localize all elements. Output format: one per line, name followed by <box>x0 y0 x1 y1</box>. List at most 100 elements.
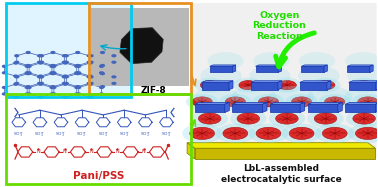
Polygon shape <box>345 102 378 104</box>
Polygon shape <box>187 143 195 159</box>
Circle shape <box>62 76 66 78</box>
Polygon shape <box>300 102 305 112</box>
Polygon shape <box>338 102 342 112</box>
Circle shape <box>26 52 30 53</box>
Text: Pani/PSS: Pani/PSS <box>73 171 124 181</box>
Circle shape <box>348 124 378 143</box>
Circle shape <box>316 81 335 90</box>
Circle shape <box>101 52 104 53</box>
Circle shape <box>89 61 93 63</box>
Polygon shape <box>232 102 267 104</box>
Circle shape <box>14 83 18 85</box>
Circle shape <box>249 66 291 86</box>
Circle shape <box>40 55 43 57</box>
Circle shape <box>315 124 355 143</box>
Circle shape <box>27 93 31 95</box>
Circle shape <box>198 113 221 124</box>
Circle shape <box>208 52 243 70</box>
Polygon shape <box>195 102 229 104</box>
Circle shape <box>52 65 56 67</box>
Circle shape <box>40 61 43 63</box>
Polygon shape <box>225 102 229 112</box>
Circle shape <box>307 110 344 128</box>
Circle shape <box>322 127 347 140</box>
Circle shape <box>89 76 93 78</box>
Circle shape <box>112 61 116 63</box>
Text: $\mathregular{SO_3^-}$: $\mathregular{SO_3^-}$ <box>56 131 67 139</box>
Circle shape <box>50 87 54 88</box>
Circle shape <box>27 72 31 74</box>
Circle shape <box>25 65 29 67</box>
Circle shape <box>291 97 312 107</box>
Polygon shape <box>324 65 327 72</box>
Circle shape <box>272 78 302 93</box>
Circle shape <box>112 76 116 78</box>
Polygon shape <box>251 82 278 90</box>
Circle shape <box>50 72 54 74</box>
Text: Oxygen
Reduction
Reaction: Oxygen Reduction Reaction <box>253 10 306 41</box>
Circle shape <box>249 124 288 143</box>
Circle shape <box>349 78 378 93</box>
Circle shape <box>355 81 373 90</box>
Circle shape <box>252 94 285 110</box>
Polygon shape <box>308 102 342 104</box>
Text: $\mathregular{SO_3^-}$: $\mathregular{SO_3^-}$ <box>161 131 172 139</box>
Circle shape <box>62 61 66 63</box>
Circle shape <box>25 72 29 74</box>
Circle shape <box>76 65 80 66</box>
Circle shape <box>325 97 345 107</box>
Circle shape <box>100 93 104 95</box>
Circle shape <box>27 87 31 88</box>
Circle shape <box>253 52 290 70</box>
Polygon shape <box>195 104 225 112</box>
Circle shape <box>64 75 67 77</box>
Circle shape <box>190 127 215 140</box>
Polygon shape <box>202 82 229 90</box>
Circle shape <box>39 75 42 77</box>
Circle shape <box>232 86 277 108</box>
Text: LbL-assembled: LbL-assembled <box>243 164 319 173</box>
Circle shape <box>101 86 104 88</box>
Circle shape <box>39 62 42 64</box>
Text: $\mathregular{SO_3^-}$: $\mathregular{SO_3^-}$ <box>76 131 88 139</box>
Bar <box>8 4 130 97</box>
Circle shape <box>27 65 31 67</box>
Text: $\mathregular{SO_3^-}$: $\mathregular{SO_3^-}$ <box>119 131 130 139</box>
Circle shape <box>100 65 104 67</box>
Circle shape <box>77 72 81 74</box>
Circle shape <box>15 61 19 63</box>
Circle shape <box>345 52 378 70</box>
Circle shape <box>62 55 66 57</box>
Circle shape <box>14 75 18 77</box>
Circle shape <box>64 62 67 64</box>
Circle shape <box>215 124 255 143</box>
Polygon shape <box>308 104 338 112</box>
Circle shape <box>14 62 18 64</box>
Circle shape <box>353 113 375 124</box>
Bar <box>191 3 377 158</box>
Polygon shape <box>210 65 236 66</box>
Circle shape <box>269 110 305 128</box>
Circle shape <box>87 55 91 57</box>
Circle shape <box>88 75 92 77</box>
Circle shape <box>88 62 92 64</box>
Polygon shape <box>278 81 282 90</box>
Bar <box>89 4 191 94</box>
Polygon shape <box>301 66 324 72</box>
Text: $\mathregular{SO_3^-}$: $\mathregular{SO_3^-}$ <box>140 131 151 139</box>
Circle shape <box>15 82 19 84</box>
Polygon shape <box>375 102 378 112</box>
Polygon shape <box>229 81 233 90</box>
Circle shape <box>51 86 55 88</box>
Circle shape <box>285 94 318 110</box>
Circle shape <box>298 66 340 86</box>
Polygon shape <box>195 148 375 159</box>
Circle shape <box>75 72 79 74</box>
Circle shape <box>50 93 54 95</box>
Circle shape <box>76 73 80 75</box>
Circle shape <box>76 86 80 88</box>
Circle shape <box>112 55 116 57</box>
Circle shape <box>40 76 43 78</box>
Circle shape <box>256 127 281 140</box>
Polygon shape <box>376 81 378 90</box>
